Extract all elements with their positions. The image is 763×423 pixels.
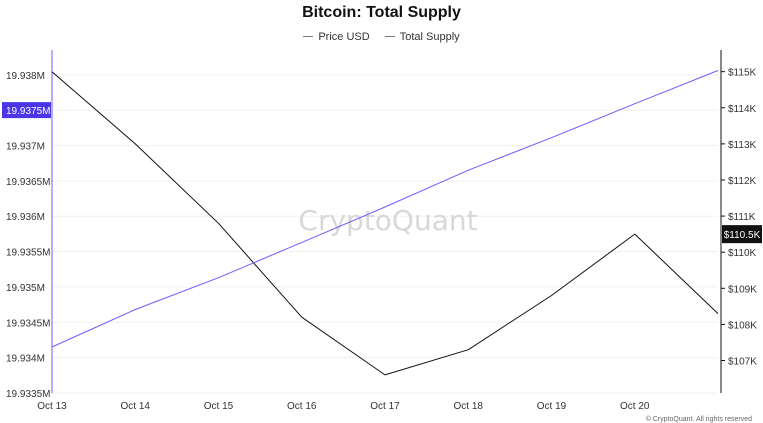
left-axis-tick-label: 19.9335M bbox=[6, 389, 50, 400]
right-axis-tick-label: $107K bbox=[728, 357, 757, 368]
x-axis-tick-label: Oct 20 bbox=[620, 401, 650, 412]
x-axis-tick-label: Oct 19 bbox=[537, 401, 567, 412]
left-axis-tick-label: 19.9345M bbox=[6, 318, 50, 329]
right-axis-tick-label: $111K bbox=[728, 212, 756, 223]
axis-labels: 19.9335M 19.934M 19.9345M 19.935M 19.9355M 19… bbox=[2, 68, 762, 412]
left-axis-tick-label: 19.934M bbox=[6, 354, 45, 365]
x-axis-tick-label: Oct 18 bbox=[454, 401, 484, 412]
left-axis-highlight-box bbox=[2, 102, 51, 119]
left-axis-tick-label: 19.936M bbox=[6, 212, 45, 223]
right-axis-tick-label: $114K bbox=[728, 104, 757, 115]
left-axis-tick-label: 19.938M bbox=[6, 71, 45, 82]
x-axis-tick-label: Oct 16 bbox=[287, 401, 317, 412]
left-axis-tick-label: 19.9365M bbox=[6, 177, 50, 188]
right-axis-current-label: $110.5K bbox=[724, 230, 761, 241]
x-axis-tick-label: Oct 14 bbox=[121, 401, 151, 412]
x-axis-tick-label: Oct 13 bbox=[37, 401, 67, 412]
legend-label-price: Price USD bbox=[318, 30, 370, 43]
legend-swatch-supply bbox=[384, 36, 395, 37]
left-axis-tick-label: 19.9355M bbox=[6, 248, 50, 259]
grid bbox=[52, 74, 718, 394]
axes bbox=[51, 50, 725, 393]
right-axis-tick-label: $113K bbox=[728, 140, 757, 151]
legend-label-supply: Total Supply bbox=[399, 30, 460, 43]
chart-legend[interactable]: Price USD Total Supply bbox=[0, 28, 763, 43]
series bbox=[51, 70, 719, 376]
copyright-text: © CryptoQuant. All rights reserved bbox=[646, 415, 752, 423]
right-axis-tick-label: $110K bbox=[728, 248, 757, 259]
right-axis-tick-label: $112K bbox=[728, 176, 757, 187]
x-axis-tick-label: Oct 15 bbox=[204, 401, 234, 412]
left-axis-tick-label: 19.937M bbox=[6, 141, 45, 152]
left-axis-tick-label: 19.935M bbox=[6, 283, 45, 294]
right-axis-tick-label: $108K bbox=[728, 320, 757, 331]
total-supply-line bbox=[51, 70, 719, 348]
chart-title: Bitcoin: Total Supply bbox=[302, 4, 461, 21]
right-axis-current-badge bbox=[722, 225, 762, 244]
left-axis-tick-label: 19.9375M bbox=[6, 106, 50, 117]
right-axis-tick-label: $109K bbox=[728, 284, 757, 295]
price-usd-line bbox=[51, 71, 719, 376]
x-axis-tick-label: Oct 17 bbox=[370, 401, 400, 412]
legend-item-supply[interactable]: Total Supply bbox=[384, 30, 460, 43]
legend-item-price[interactable]: Price USD bbox=[303, 30, 370, 43]
legend-swatch-price bbox=[303, 36, 314, 37]
right-axis-tick-label: $115K bbox=[728, 68, 757, 79]
